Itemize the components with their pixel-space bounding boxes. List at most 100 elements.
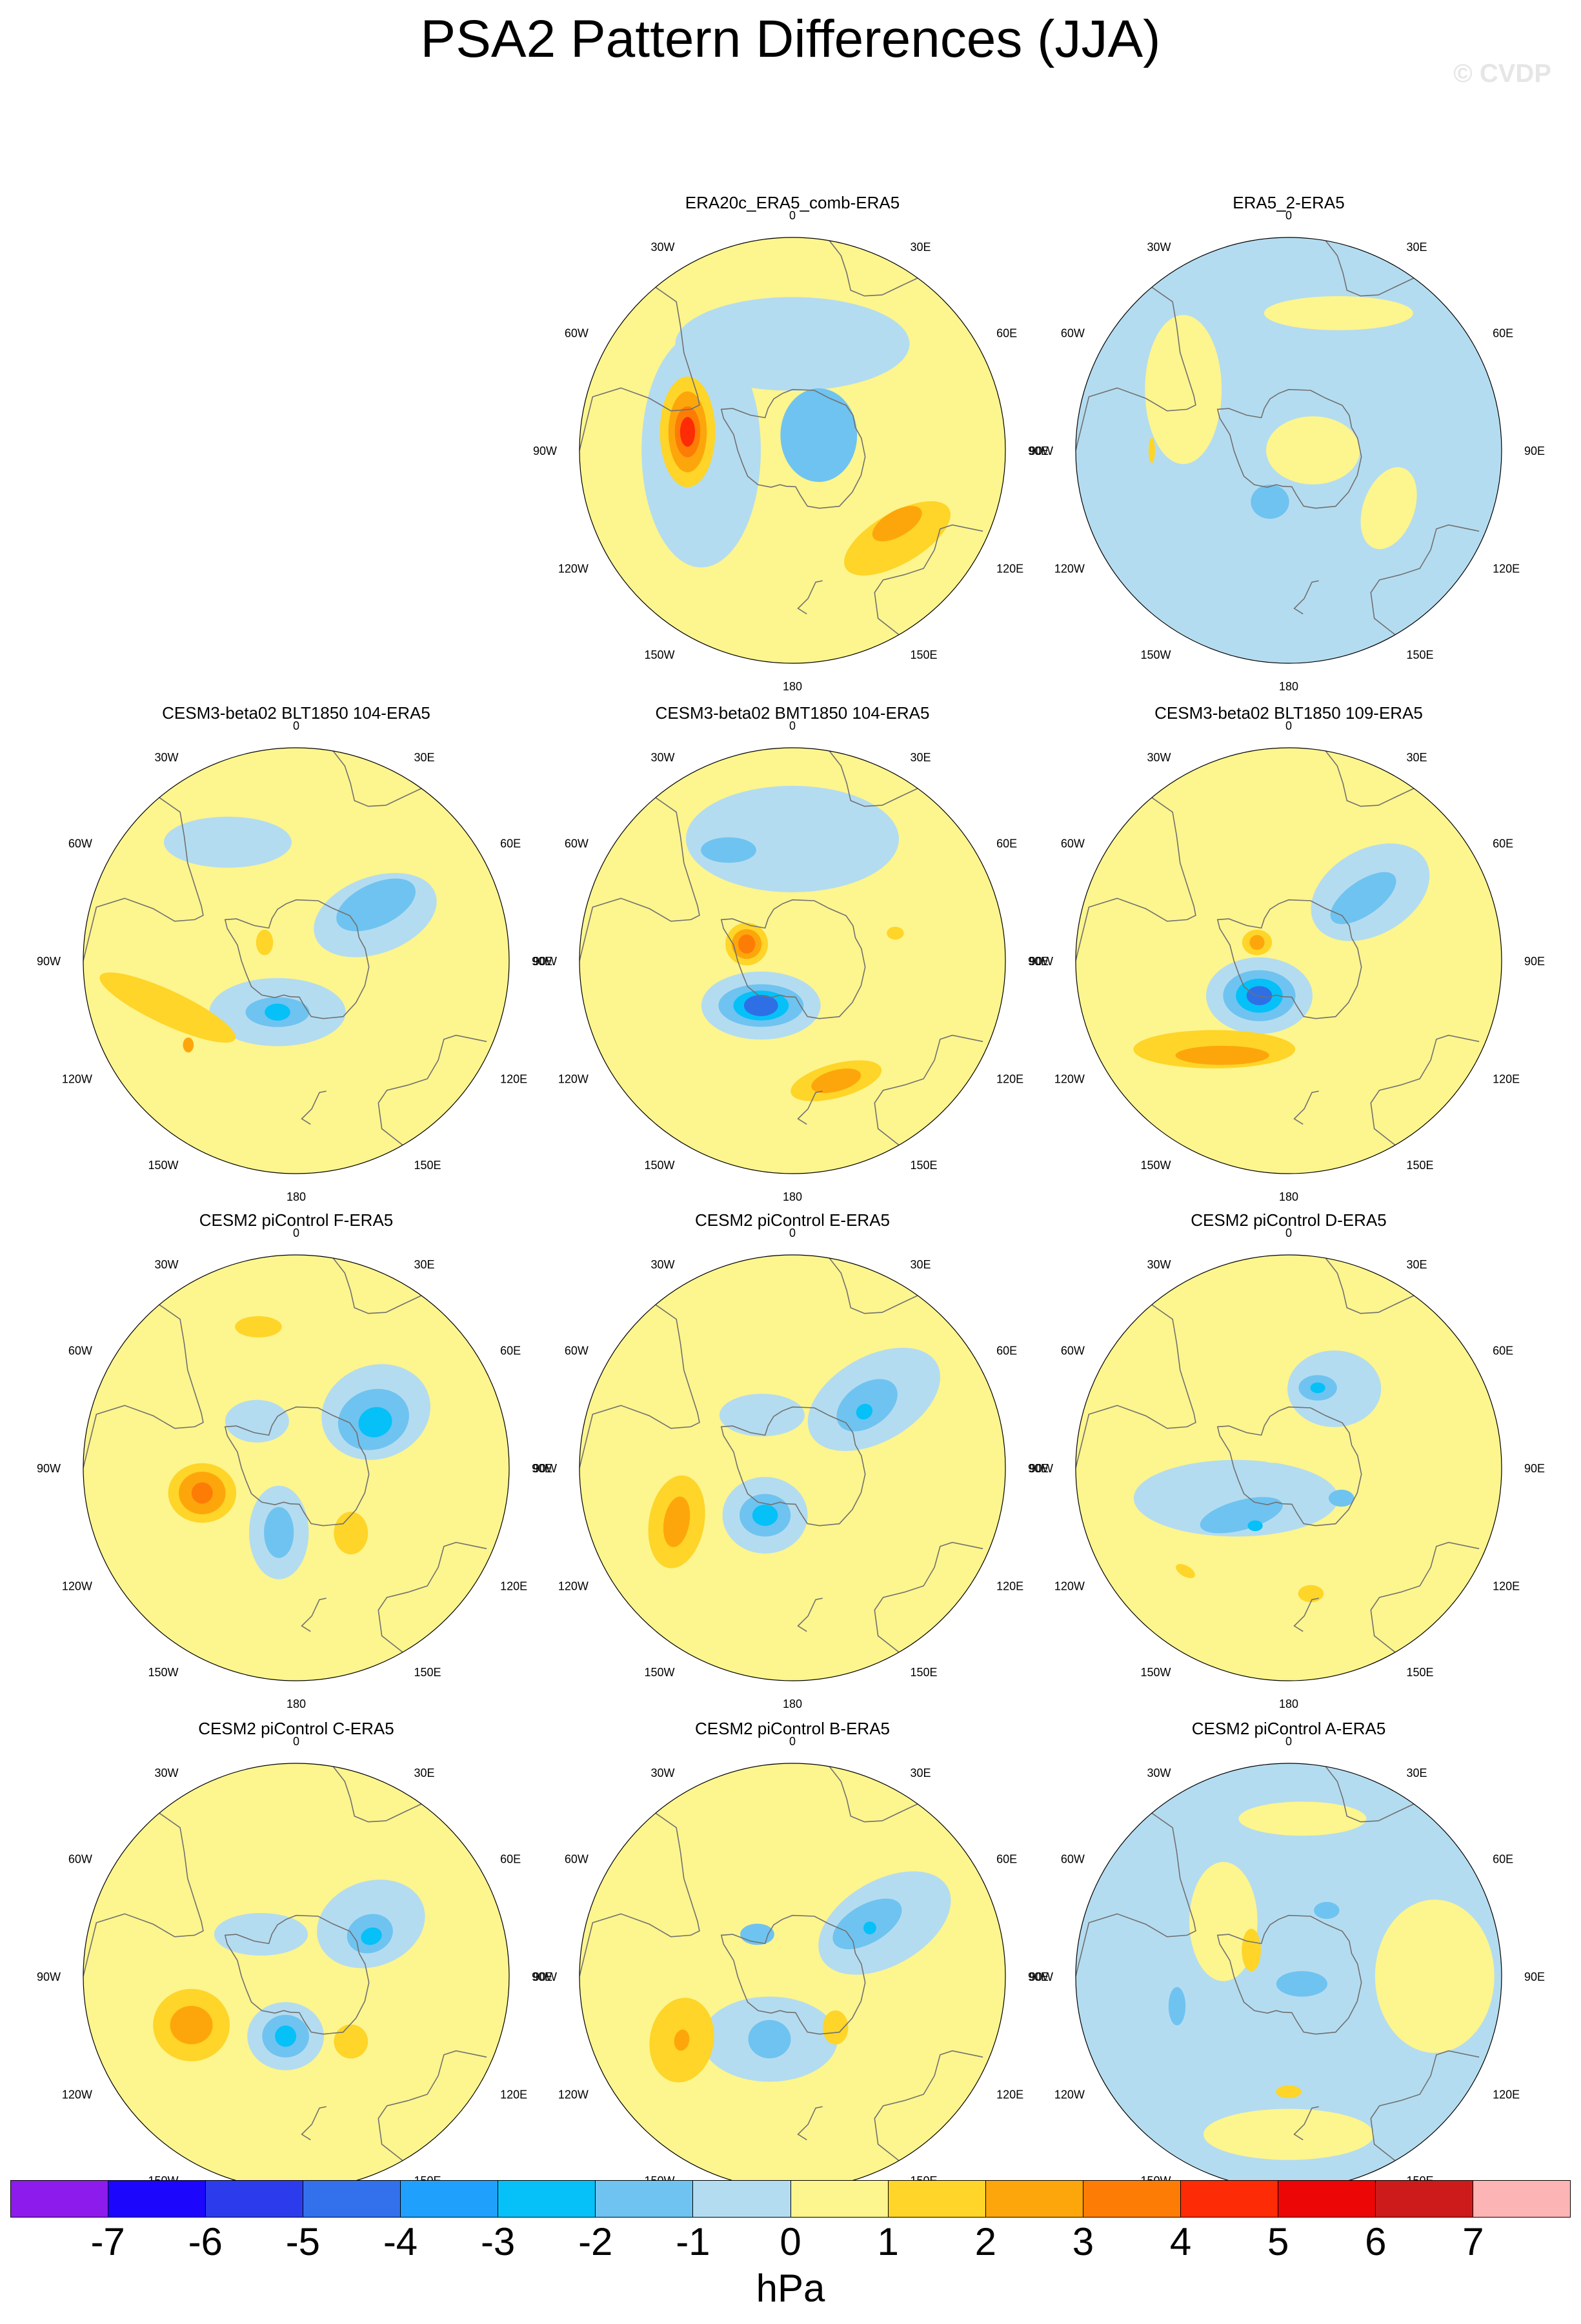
longitude-label: 30E: [414, 1258, 435, 1271]
longitude-label: 90W: [1029, 955, 1053, 968]
longitude-label: 30W: [154, 1258, 178, 1271]
contour-field: [1076, 1763, 1502, 2189]
longitude-label: 60E: [500, 1345, 521, 1357]
coastline: [720, 1914, 866, 2035]
coastline: [83, 1304, 204, 1468]
coastline: [797, 580, 823, 615]
colorbar: [10, 2180, 1571, 2218]
anomaly-contour: [856, 1403, 873, 1420]
colorbar-tick-label: 3: [1072, 2220, 1094, 2263]
coastline: [829, 750, 918, 807]
contour-field: [579, 237, 1005, 663]
longitude-label: 90W: [37, 955, 61, 968]
coastline: [332, 750, 422, 807]
longitude-label: 90E: [532, 1462, 552, 1475]
longitude-label: 120W: [1054, 1580, 1085, 1593]
colorbar-units: hPa: [756, 2267, 825, 2310]
anomaly-contour: [1148, 437, 1155, 463]
anomaly-contour: [822, 2010, 849, 2045]
longitude-label: 0: [1285, 1227, 1292, 1239]
anomaly-contour: [1251, 485, 1289, 519]
coastline: [1325, 1257, 1415, 1314]
anomaly-contour: [863, 1921, 876, 1935]
colorbar-box: [790, 2181, 889, 2217]
longitude-label: 180: [1279, 1698, 1298, 1710]
colorbar-tick-label: 2: [974, 2220, 996, 2263]
coastline: [1293, 1090, 1319, 1125]
longitude-label: 30W: [1147, 751, 1171, 764]
longitude-label: 0: [1285, 209, 1292, 222]
anomaly-contour: [1276, 2085, 1302, 2099]
coastline: [1370, 524, 1480, 636]
longitude-label: 0: [789, 1735, 796, 1748]
colorbar-box: [1180, 2181, 1278, 2217]
coastline: [1076, 286, 1196, 451]
contour-field: [83, 748, 509, 1174]
anomaly-contour: [1276, 1971, 1327, 1997]
colorbar-box: [206, 2181, 304, 2217]
longitude-label: 120W: [558, 1580, 589, 1593]
panel-title: CESM2 piControl F-ERA5: [199, 1210, 394, 1230]
colorbar-tick-label: 6: [1365, 2220, 1387, 2263]
colorbar-box: [693, 2181, 791, 2217]
anomaly-contour: [1203, 2109, 1374, 2160]
coastline: [1216, 1406, 1362, 1527]
longitude-label: 120W: [558, 563, 589, 576]
coastline: [301, 1090, 327, 1125]
longitude-label: 120E: [500, 1073, 527, 1086]
contour-field: [83, 1255, 509, 1681]
longitude-label: 0: [1285, 1735, 1292, 1748]
coastline: [1370, 1541, 1480, 1653]
longitude-label: 90W: [533, 445, 557, 457]
anomaly-contour: [265, 1003, 290, 1021]
coastline: [378, 1034, 487, 1146]
map-border: [1075, 747, 1502, 1174]
longitude-label: 30E: [414, 1767, 435, 1779]
field-background: [83, 1255, 509, 1681]
map-border: [579, 747, 1006, 1174]
longitude-label: 60W: [565, 1853, 589, 1866]
anomaly-contour: [1298, 1585, 1324, 1603]
coastline: [332, 1766, 422, 1823]
longitude-label: 60E: [996, 1853, 1017, 1866]
contour-field: [1076, 1255, 1502, 1681]
longitude-label: 120E: [1493, 563, 1520, 576]
anomaly-contour: [214, 1913, 308, 1956]
colorbar-tick-label: 0: [780, 2220, 801, 2263]
longitude-label: 150W: [1140, 1666, 1171, 1679]
anomaly-contour: [1238, 1801, 1367, 1836]
longitude-label: 90E: [1524, 445, 1545, 457]
longitude-label: 30W: [650, 1258, 674, 1271]
contour-field: [579, 1763, 1005, 2189]
panel-title: CESM2 piControl D-ERA5: [1191, 1210, 1386, 1230]
field-background: [83, 1763, 509, 2189]
longitude-label: 150E: [911, 648, 938, 661]
longitude-label: 60W: [1061, 837, 1085, 850]
coastline: [1325, 1766, 1415, 1823]
anomaly-contour: [1189, 1861, 1258, 1981]
longitude-label: 60W: [1061, 1345, 1085, 1357]
longitude-label: 180: [783, 1190, 802, 1203]
map-border: [579, 1254, 1006, 1681]
anomaly-contour: [872, 506, 922, 542]
anomaly-contour: [1247, 1420, 1299, 1463]
anomaly-contour: [183, 1037, 194, 1053]
longitude-label: 60W: [1061, 327, 1085, 340]
longitude-label: 60W: [565, 327, 589, 340]
anomaly-contour: [748, 2019, 791, 2059]
colorbar-tick-label: 4: [1169, 2220, 1192, 2263]
anomaly-contour: [1264, 296, 1413, 330]
longitude-label: 150E: [911, 1159, 938, 1172]
map-panel: CESM2 piControl C-ERA5030E60E90E120E150E…: [37, 1719, 552, 2219]
longitude-label: 60W: [1061, 1853, 1085, 1866]
longitude-label: 150E: [1407, 1159, 1434, 1172]
longitude-label: 60E: [500, 1853, 521, 1866]
longitude-label: 0: [1285, 719, 1292, 732]
longitude-label: 120W: [1054, 2089, 1085, 2101]
colorbar-box: [498, 2181, 596, 2217]
anomaly-contour: [844, 501, 951, 576]
longitude-label: 150E: [1407, 1666, 1434, 1679]
coastline: [1293, 2106, 1319, 2141]
